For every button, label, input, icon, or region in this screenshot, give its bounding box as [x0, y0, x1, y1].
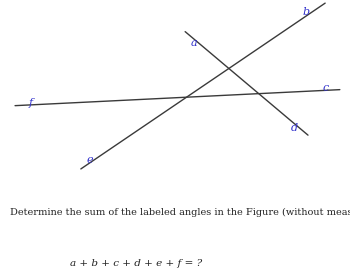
Text: e: e: [86, 155, 93, 165]
Text: a + b + c + d + e + f = ?: a + b + c + d + e + f = ?: [70, 259, 202, 268]
Text: d: d: [290, 123, 298, 133]
Text: Determine the sum of the labeled angles in the Figure (without measuring).: Determine the sum of the labeled angles …: [10, 208, 350, 217]
Text: a: a: [191, 38, 197, 48]
Text: f: f: [29, 98, 33, 108]
Text: c: c: [323, 83, 329, 93]
Text: b: b: [302, 7, 309, 17]
